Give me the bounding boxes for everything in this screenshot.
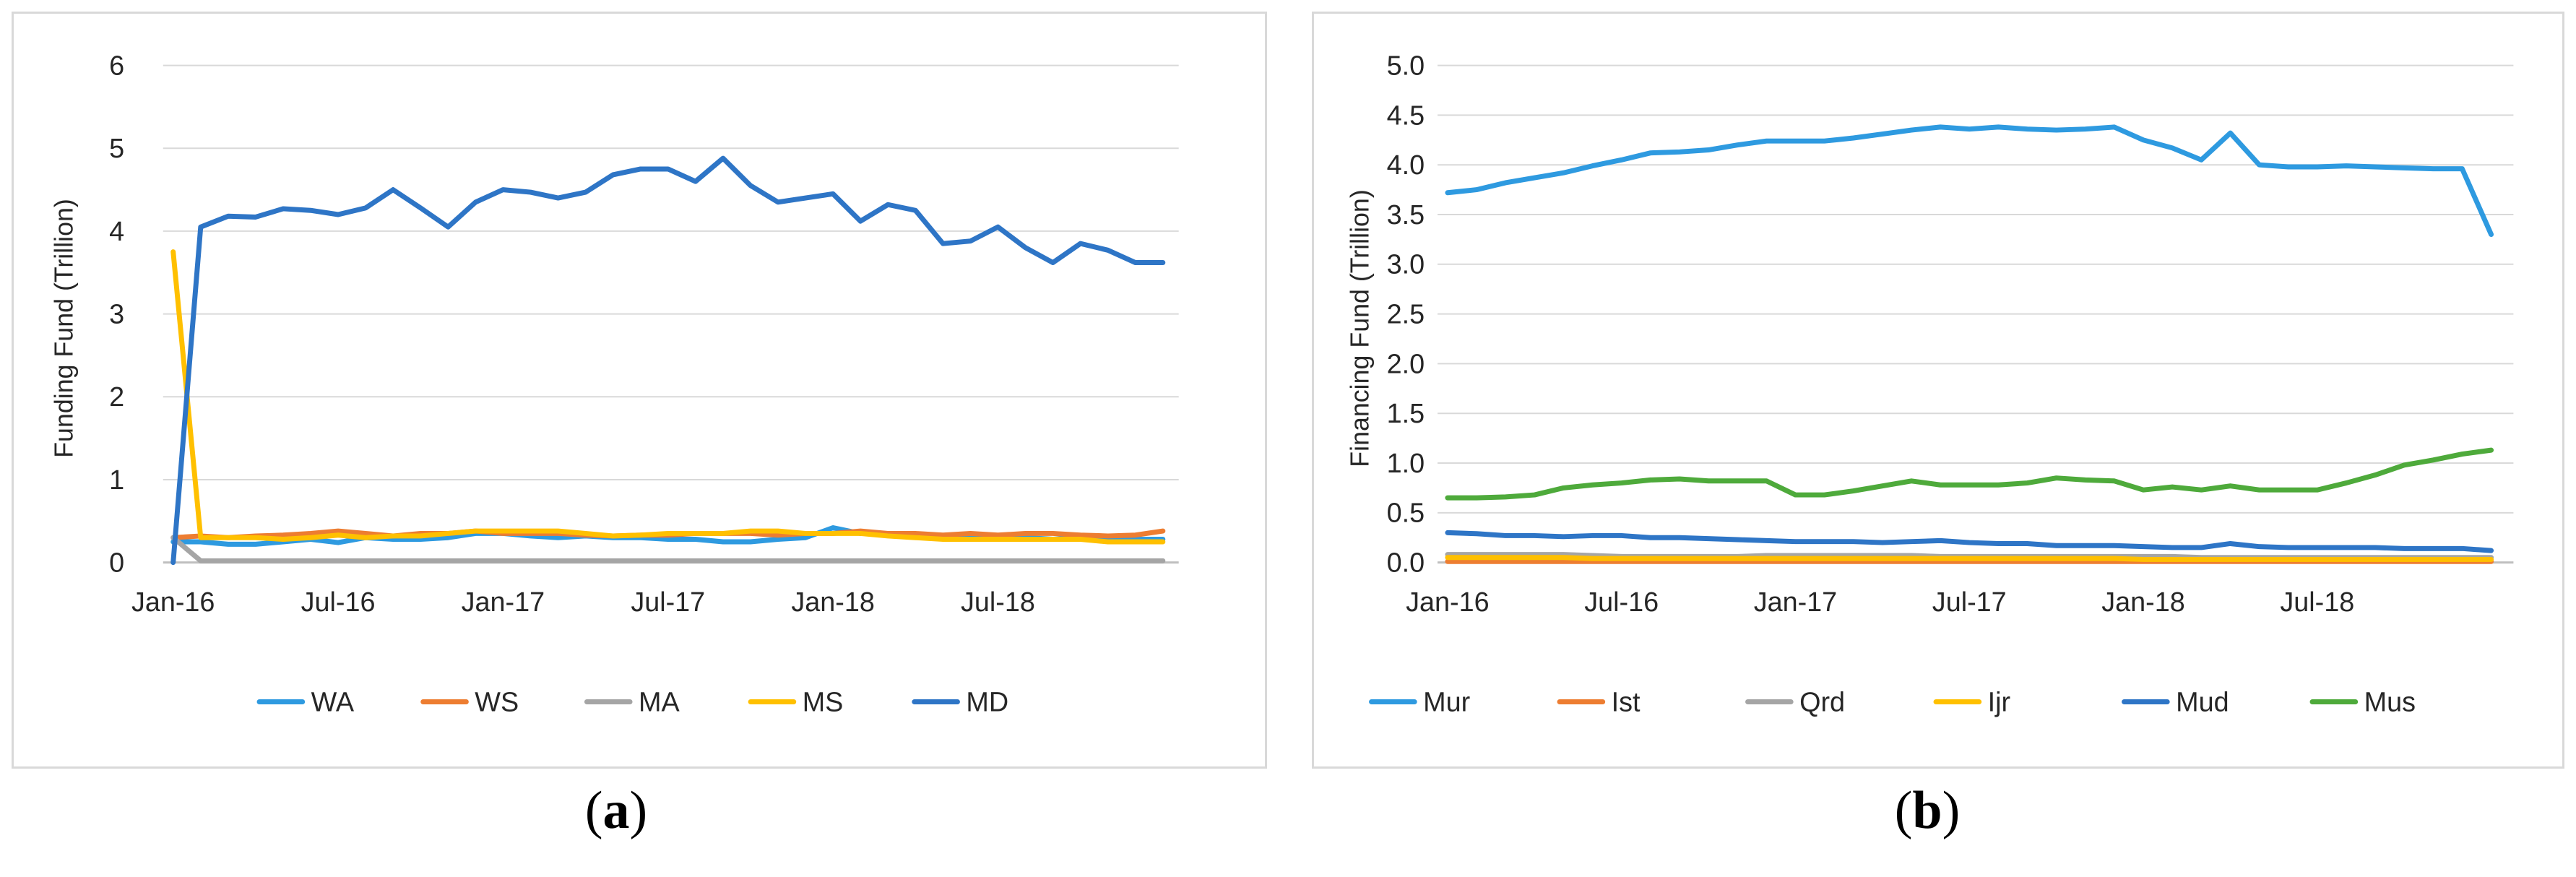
y-tick-label: 0.0: [1387, 548, 1425, 579]
series-line-md: [170, 155, 1166, 566]
x-tick-label: Jan-17: [462, 587, 545, 618]
x-tick-label: Jul-18: [961, 587, 1035, 618]
y-tick-label: 4: [109, 217, 124, 247]
y-tick-label: 5: [109, 134, 124, 164]
legend-label-md: MD: [966, 687, 1008, 717]
legend-label-mus: Mus: [2364, 687, 2416, 717]
y-tick-label: 3.0: [1387, 250, 1425, 280]
caption-a-open: (: [584, 781, 603, 840]
chart-panel-a: 0 1 2 3 4 5 6 Jan-16 Jul-16 Jan-17 Jul-17 Jan-18 Jul…: [12, 12, 1267, 769]
series-line-ms: [170, 249, 1166, 545]
y-tick-label: 3: [109, 300, 124, 330]
y-axis-title: Funding Fund (Trillion): [50, 199, 79, 458]
y-tick-label: 6: [109, 51, 124, 82]
y-tick-label: 2: [109, 382, 124, 412]
y-tick-label: 1: [109, 465, 124, 496]
caption-b-close: ): [1942, 781, 1961, 840]
legend-label-mur: Mur: [1423, 687, 1470, 717]
y-tick-label: 5.0: [1387, 51, 1425, 82]
series-line-mud: [1445, 530, 2494, 553]
caption-a: (a): [472, 780, 761, 842]
legend-label-ms: MS: [803, 687, 844, 717]
y-tick-label: 1.0: [1387, 449, 1425, 479]
y-tick-label: 2.5: [1387, 300, 1425, 330]
x-tick-label: Jul-17: [631, 587, 705, 618]
series-line-mur: [1445, 124, 2494, 238]
caption-a-letter: a: [602, 781, 630, 840]
legend-label-qrd: Qrd: [1799, 687, 1845, 717]
y-tick-label: 4.0: [1387, 150, 1425, 181]
series-line-ijr: [1445, 555, 2494, 562]
legend-label-ist: Ist: [1612, 687, 1641, 717]
series-line-mus: [1445, 447, 2494, 501]
x-tick-label: Jan-18: [791, 587, 874, 618]
chart-b-svg: 0.0 0.5 1.0 1.5 2.0 2.5 3.0 3.5 4.0 4.5 5.0 Jan-16 J…: [1346, 51, 2514, 717]
x-tick-label: Jul-16: [301, 587, 376, 618]
chart-a-svg: 0 1 2 3 4 5 6 Jan-16 Jul-16 Jan-17 Jul-17 Jan-18 Jul…: [50, 51, 1179, 717]
x-tick-label: Jan-16: [1406, 587, 1489, 618]
legend-label-ws: WS: [475, 687, 519, 717]
legend-label-mud: Mud: [2176, 687, 2229, 717]
x-tick-label: Jul-17: [1932, 587, 2007, 618]
y-tick-label: 1.5: [1387, 399, 1425, 429]
caption-b-open: (: [1894, 781, 1913, 840]
y-tick-label: 2.0: [1387, 349, 1425, 379]
x-tick-label: Jan-17: [1754, 587, 1837, 618]
series-line-ma: [170, 535, 1166, 563]
legend-label-wa: WA: [311, 687, 355, 717]
y-tick-label: 0: [109, 548, 124, 579]
caption-b: (b): [1783, 780, 2072, 842]
y-tick-label: 4.5: [1387, 100, 1425, 131]
x-tick-label: Jul-16: [1584, 587, 1659, 618]
chart-panel-b: 0.0 0.5 1.0 1.5 2.0 2.5 3.0 3.5 4.0 4.5 5.0 Jan-16 J…: [1312, 12, 2564, 769]
caption-b-letter: b: [1912, 781, 1942, 840]
legend-label-ma: MA: [639, 687, 680, 717]
y-axis-title: Financing Fund (Trillion): [1346, 189, 1375, 467]
caption-a-close: ): [629, 781, 648, 840]
x-tick-label: Jan-16: [131, 587, 215, 618]
legend-label-ijr: Ijr: [1988, 687, 2010, 717]
x-tick-label: Jul-18: [2280, 587, 2354, 618]
x-tick-label: Jan-18: [2101, 587, 2184, 618]
y-tick-label: 0.5: [1387, 498, 1425, 529]
y-tick-label: 3.5: [1387, 200, 1425, 230]
